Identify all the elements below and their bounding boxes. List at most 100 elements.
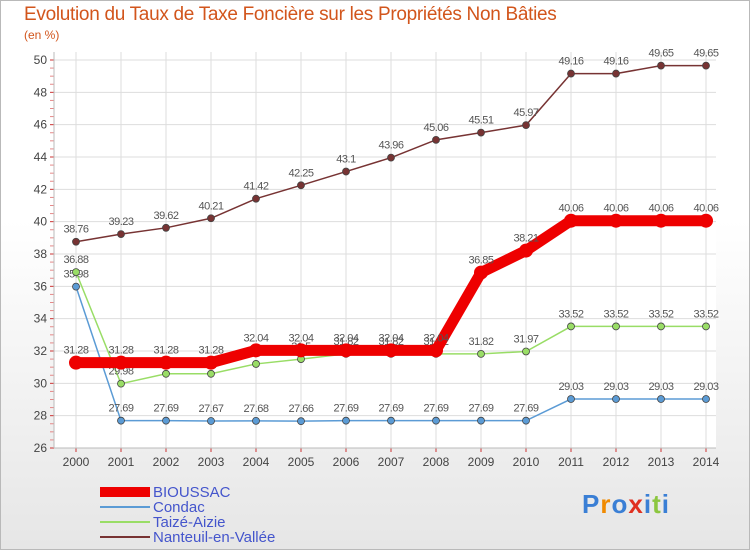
y-tick-label: 26 [34,441,48,455]
legend-label: Nanteuil-en-Vallée [153,528,276,546]
brand-logo-letter: i [643,489,653,519]
data-point-bioussac [519,243,533,258]
data-label-condac: 29.03 [558,381,583,393]
x-tick-label: 2003 [198,455,225,469]
legend-label: Taizé-Aizie [153,513,226,531]
data-point-bioussac [294,343,308,358]
data-label-taize-aizie: 36.88 [63,254,88,266]
legend-swatch [100,521,150,523]
data-point-taize-aizie [567,322,575,331]
data-point-nanteuil-en-vallee [72,237,80,246]
data-point-nanteuil-en-vallee [342,167,350,176]
data-point-bioussac [474,265,488,280]
legend-swatch [100,506,150,508]
x-tick-label: 2002 [153,455,180,469]
data-point-condac [567,395,575,403]
data-label-bioussac: 32.04 [243,332,268,344]
y-tick-label: 42 [34,182,48,196]
data-point-condac [432,416,440,425]
data-point-nanteuil-en-vallee [252,194,260,203]
data-label-condac: 27.66 [288,403,313,415]
legend-swatch [100,536,150,538]
data-label-taize-aizie: 29.98 [108,366,133,378]
data-point-condac [612,395,620,403]
x-tick-label: 2009 [468,455,495,469]
y-tick-label: 40 [34,215,48,229]
data-point-taize-aizie [702,322,710,331]
data-label-bioussac: 38.21 [513,233,538,245]
data-label-condac: 29.03 [648,381,673,393]
data-label-nanteuil-en-vallee: 45.06 [423,122,448,134]
data-label-nanteuil-en-vallee: 43.96 [378,140,403,152]
data-point-nanteuil-en-vallee [117,230,125,239]
data-point-condac [342,416,350,425]
data-point-condac [117,416,125,425]
data-label-bioussac: 32.04 [288,332,313,344]
y-tick-label: 32 [34,344,48,358]
data-label-condac: 29.03 [603,381,628,393]
data-label-nanteuil-en-vallee: 49.65 [648,48,673,60]
y-axis-unit: (en %) [24,28,60,42]
data-point-condac [207,417,215,425]
brand-logo: Proxiti [582,489,670,520]
x-tick-label: 2008 [423,455,450,469]
data-point-condac [477,416,485,425]
x-tick-label: 2007 [378,455,405,469]
data-point-bioussac [114,355,128,370]
y-tick-label: 34 [34,312,48,326]
data-label-bioussac: 32.04 [333,332,358,344]
data-point-condac [72,282,80,291]
data-label-bioussac: 31.28 [198,345,223,357]
data-point-nanteuil-en-vallee [162,223,170,232]
y-tick-label: 30 [34,376,48,390]
data-point-bioussac [159,355,173,370]
data-point-bioussac [564,213,578,228]
data-point-nanteuil-en-vallee [657,61,665,70]
x-tick-label: 2012 [603,455,630,469]
data-point-nanteuil-en-vallee [702,61,710,70]
brand-logo-letter: i [661,489,670,519]
data-point-taize-aizie [72,268,80,277]
data-label-condac: 27.69 [378,403,403,415]
data-label-nanteuil-en-vallee: 38.76 [63,224,88,236]
data-label-taize-aizie: 33.52 [693,308,718,320]
data-label-condac: 29.03 [693,381,718,393]
x-tick-label: 2004 [243,455,270,469]
legend-item-condac: Condac [100,498,205,516]
legend-label: Condac [153,498,205,516]
plot-area [54,52,716,448]
data-point-condac [162,416,170,425]
brand-logo-letter: x [628,489,644,519]
data-point-nanteuil-en-vallee [612,69,620,78]
brand-logo-letter: t [652,489,662,519]
data-label-bioussac: 31.28 [153,345,178,357]
data-point-nanteuil-en-vallee [432,135,440,144]
data-label-nanteuil-en-vallee: 41.42 [243,181,268,193]
data-label-taize-aizie: 31.82 [468,336,493,348]
y-tick-label: 50 [34,53,48,67]
y-tick-label: 28 [34,409,48,423]
data-label-bioussac: 40.06 [558,203,583,215]
data-label-nanteuil-en-vallee: 43.1 [336,154,356,166]
x-tick-label: 2014 [693,455,720,469]
data-label-condac: 27.69 [153,403,178,415]
data-point-bioussac [429,343,443,358]
data-label-bioussac: 40.06 [693,203,718,215]
data-point-bioussac [204,355,218,370]
data-point-nanteuil-en-vallee [387,153,395,162]
x-tick-label: 2013 [648,455,675,469]
data-label-condac: 27.69 [108,403,133,415]
y-tick-label: 38 [34,247,48,261]
data-point-taize-aizie [477,350,485,358]
data-label-taize-aizie: 33.52 [558,308,583,320]
data-label-nanteuil-en-vallee: 42.25 [288,167,313,179]
data-label-nanteuil-en-vallee: 39.62 [153,210,178,222]
data-point-nanteuil-en-vallee [567,69,575,78]
data-label-nanteuil-en-vallee: 39.23 [108,216,133,228]
data-label-condac: 27.67 [198,403,223,415]
data-point-nanteuil-en-vallee [207,214,215,223]
data-point-condac [387,416,395,425]
chart-title: Evolution du Taux de Taxe Foncière sur l… [24,4,557,25]
y-tick-label: 36 [34,279,48,293]
data-point-nanteuil-en-vallee [297,181,305,190]
